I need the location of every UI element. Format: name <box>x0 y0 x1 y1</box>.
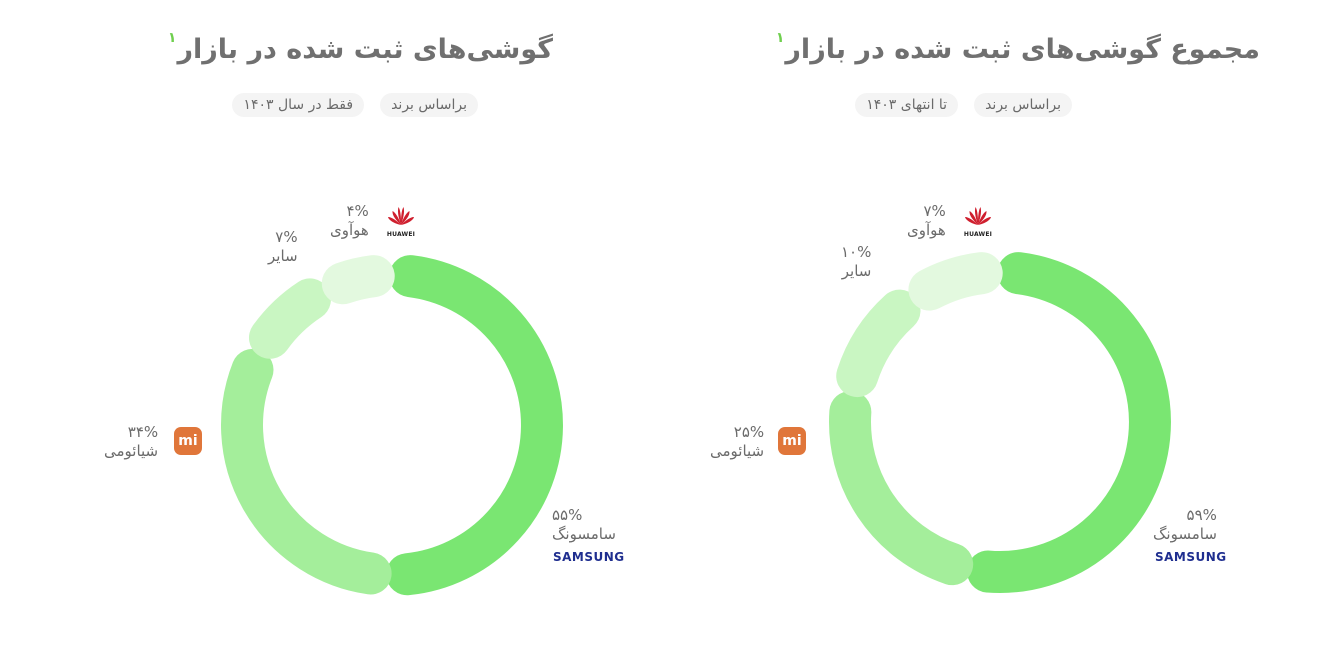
donut-segment-xiaomi <box>829 390 974 586</box>
label-other: ۱۰% سایر <box>841 243 871 281</box>
tag-group: براساس برند فقط در سال ۱۴۰۳ <box>232 93 478 117</box>
donut-segment-xiaomi <box>221 348 392 595</box>
donut-chart <box>829 252 1171 593</box>
donut-chart <box>221 255 563 596</box>
chart-title: گوشی‌های ثبت شده در بازار۱ <box>167 30 553 65</box>
xiaomi-logo-icon: mi <box>174 427 202 455</box>
samsung-logo-icon: SAMSUNG <box>553 550 625 564</box>
donut-segment-huawei <box>908 252 1003 311</box>
samsung-logo-icon: SAMSUNG <box>1155 550 1227 564</box>
xiaomi-name: شیائومی <box>104 442 159 460</box>
xiaomi-value: ۲۵% <box>733 423 765 441</box>
tag-by-brand: براساس برند <box>974 93 1072 117</box>
xiaomi-value: ۳۴% <box>127 423 159 441</box>
samsung-value: ۵۹% <box>1186 506 1217 524</box>
huawei-name: هوآوی <box>907 221 946 239</box>
other-name: سایر <box>841 262 872 280</box>
huawei-value: ۷% <box>923 202 946 220</box>
huawei-logo-icon: HUAWEI <box>384 203 418 238</box>
other-value: ۷% <box>275 228 298 246</box>
tag-period: تا انتهای ۱۴۰۳ <box>855 93 959 117</box>
samsung-value: ۵۵% <box>552 506 583 524</box>
xiaomi-name: شیائومی <box>710 442 765 460</box>
xiaomi-logo-icon: mi <box>778 427 806 455</box>
label-xiaomi: ۳۴% شیائومی <box>104 423 158 461</box>
tag-group: براساس برند تا انتهای ۱۴۰۳ <box>855 93 1072 117</box>
donut-segment-samsung <box>967 252 1171 593</box>
huawei-logo-icon: HUAWEI <box>961 203 995 238</box>
chart-title: مجموع گوشی‌های ثبت شده در بازار۱ <box>775 30 1260 65</box>
label-other: ۷% سایر <box>268 228 298 266</box>
label-huawei: ۷% هوآوی <box>907 202 946 240</box>
tag-period: فقط در سال ۱۴۰۳ <box>232 93 365 117</box>
footnote-marker: ۱ <box>775 30 785 46</box>
huawei-value: ۴% <box>346 202 369 220</box>
tag-by-brand: براساس برند <box>380 93 478 117</box>
panel-cumulative: مجموع گوشی‌های ثبت شده در بازار۱ براساس … <box>661 0 1322 656</box>
donut-segment-other <box>836 289 921 398</box>
donut-segment-other <box>248 278 331 359</box>
huawei-logo-text: HUAWEI <box>963 231 993 238</box>
other-name: سایر <box>268 247 298 265</box>
other-value: ۱۰% <box>841 243 872 261</box>
samsung-name: سامسونگ <box>552 525 616 543</box>
label-huawei: ۴% هوآوی <box>330 202 369 240</box>
label-xiaomi: ۲۵% شیائومی <box>710 423 764 461</box>
footnote-marker: ۱ <box>167 30 177 46</box>
samsung-name: سامسونگ <box>1153 525 1217 543</box>
label-samsung: ۵۹% سامسونگ <box>1153 506 1217 544</box>
panel-yearly: گوشی‌های ثبت شده در بازار۱ براساس برند ف… <box>104 30 625 596</box>
huawei-name: هوآوی <box>330 221 369 239</box>
huawei-logo-text: HUAWEI <box>386 231 416 238</box>
donut-segment-samsung <box>386 255 563 596</box>
label-samsung: ۵۵% سامسونگ <box>552 506 616 544</box>
donut-segment-huawei <box>321 255 395 305</box>
